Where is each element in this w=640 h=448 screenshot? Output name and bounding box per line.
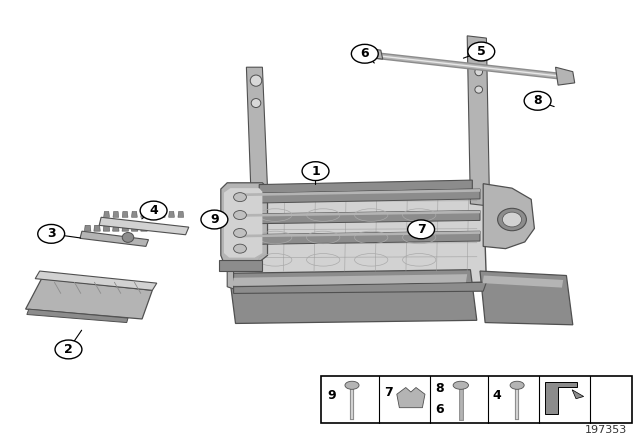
Ellipse shape bbox=[453, 381, 468, 389]
Ellipse shape bbox=[474, 47, 484, 56]
Text: 6: 6 bbox=[360, 47, 369, 60]
Ellipse shape bbox=[510, 381, 524, 389]
Polygon shape bbox=[221, 183, 268, 263]
Polygon shape bbox=[26, 279, 152, 319]
Polygon shape bbox=[237, 231, 480, 237]
Polygon shape bbox=[113, 211, 119, 217]
Polygon shape bbox=[103, 225, 109, 231]
Polygon shape bbox=[237, 189, 480, 196]
Text: 197353: 197353 bbox=[585, 426, 627, 435]
Polygon shape bbox=[35, 271, 157, 290]
Circle shape bbox=[468, 42, 495, 61]
Polygon shape bbox=[84, 225, 91, 231]
Ellipse shape bbox=[234, 228, 246, 237]
Ellipse shape bbox=[345, 381, 359, 389]
Polygon shape bbox=[159, 211, 165, 217]
Ellipse shape bbox=[250, 75, 262, 86]
Polygon shape bbox=[397, 388, 425, 408]
Polygon shape bbox=[467, 36, 490, 206]
Polygon shape bbox=[113, 225, 119, 231]
Polygon shape bbox=[237, 231, 480, 245]
Text: 1: 1 bbox=[311, 164, 320, 178]
Ellipse shape bbox=[234, 244, 246, 253]
Polygon shape bbox=[132, 211, 138, 217]
Polygon shape bbox=[480, 271, 573, 325]
Circle shape bbox=[524, 91, 551, 110]
Ellipse shape bbox=[251, 99, 261, 108]
Circle shape bbox=[55, 340, 82, 359]
Polygon shape bbox=[141, 225, 147, 231]
Polygon shape bbox=[234, 282, 486, 293]
Text: 9: 9 bbox=[210, 213, 219, 226]
Text: 2: 2 bbox=[64, 343, 73, 356]
Polygon shape bbox=[259, 180, 472, 194]
Polygon shape bbox=[483, 184, 534, 249]
Polygon shape bbox=[94, 225, 100, 231]
Polygon shape bbox=[178, 211, 184, 217]
Text: 4: 4 bbox=[149, 204, 158, 217]
Polygon shape bbox=[230, 186, 486, 287]
Circle shape bbox=[408, 220, 435, 239]
Polygon shape bbox=[572, 390, 584, 399]
Polygon shape bbox=[366, 48, 383, 59]
Ellipse shape bbox=[234, 193, 246, 202]
Circle shape bbox=[302, 162, 329, 181]
Ellipse shape bbox=[122, 233, 134, 242]
Polygon shape bbox=[556, 67, 575, 85]
Polygon shape bbox=[224, 188, 262, 258]
Circle shape bbox=[140, 201, 167, 220]
Text: 4: 4 bbox=[493, 388, 502, 402]
Polygon shape bbox=[227, 184, 234, 289]
Polygon shape bbox=[237, 211, 480, 217]
Ellipse shape bbox=[498, 208, 526, 231]
Polygon shape bbox=[229, 270, 477, 323]
Text: 6: 6 bbox=[435, 403, 444, 416]
Polygon shape bbox=[122, 211, 128, 217]
Circle shape bbox=[201, 210, 228, 229]
Text: 8: 8 bbox=[533, 94, 542, 108]
Polygon shape bbox=[131, 225, 138, 231]
Polygon shape bbox=[545, 382, 577, 414]
Polygon shape bbox=[80, 231, 148, 246]
Polygon shape bbox=[169, 211, 174, 217]
Polygon shape bbox=[483, 276, 563, 288]
Ellipse shape bbox=[475, 68, 483, 76]
Circle shape bbox=[351, 44, 378, 63]
Polygon shape bbox=[104, 211, 109, 217]
Text: 7: 7 bbox=[384, 386, 393, 399]
Text: 7: 7 bbox=[417, 223, 426, 236]
Polygon shape bbox=[237, 211, 480, 224]
Text: 5: 5 bbox=[477, 45, 486, 58]
Circle shape bbox=[38, 224, 65, 243]
Polygon shape bbox=[99, 217, 189, 235]
Polygon shape bbox=[150, 211, 156, 217]
Ellipse shape bbox=[234, 211, 246, 220]
Polygon shape bbox=[141, 211, 147, 217]
Polygon shape bbox=[219, 260, 262, 271]
Polygon shape bbox=[246, 67, 268, 190]
Ellipse shape bbox=[475, 86, 483, 93]
Ellipse shape bbox=[502, 212, 522, 227]
Polygon shape bbox=[237, 189, 480, 203]
Polygon shape bbox=[122, 225, 129, 231]
Polygon shape bbox=[27, 309, 128, 323]
Polygon shape bbox=[232, 274, 467, 286]
Text: 3: 3 bbox=[47, 227, 56, 241]
Text: 9: 9 bbox=[328, 388, 336, 402]
Bar bbox=[321, 376, 632, 423]
Text: 8: 8 bbox=[435, 382, 444, 395]
